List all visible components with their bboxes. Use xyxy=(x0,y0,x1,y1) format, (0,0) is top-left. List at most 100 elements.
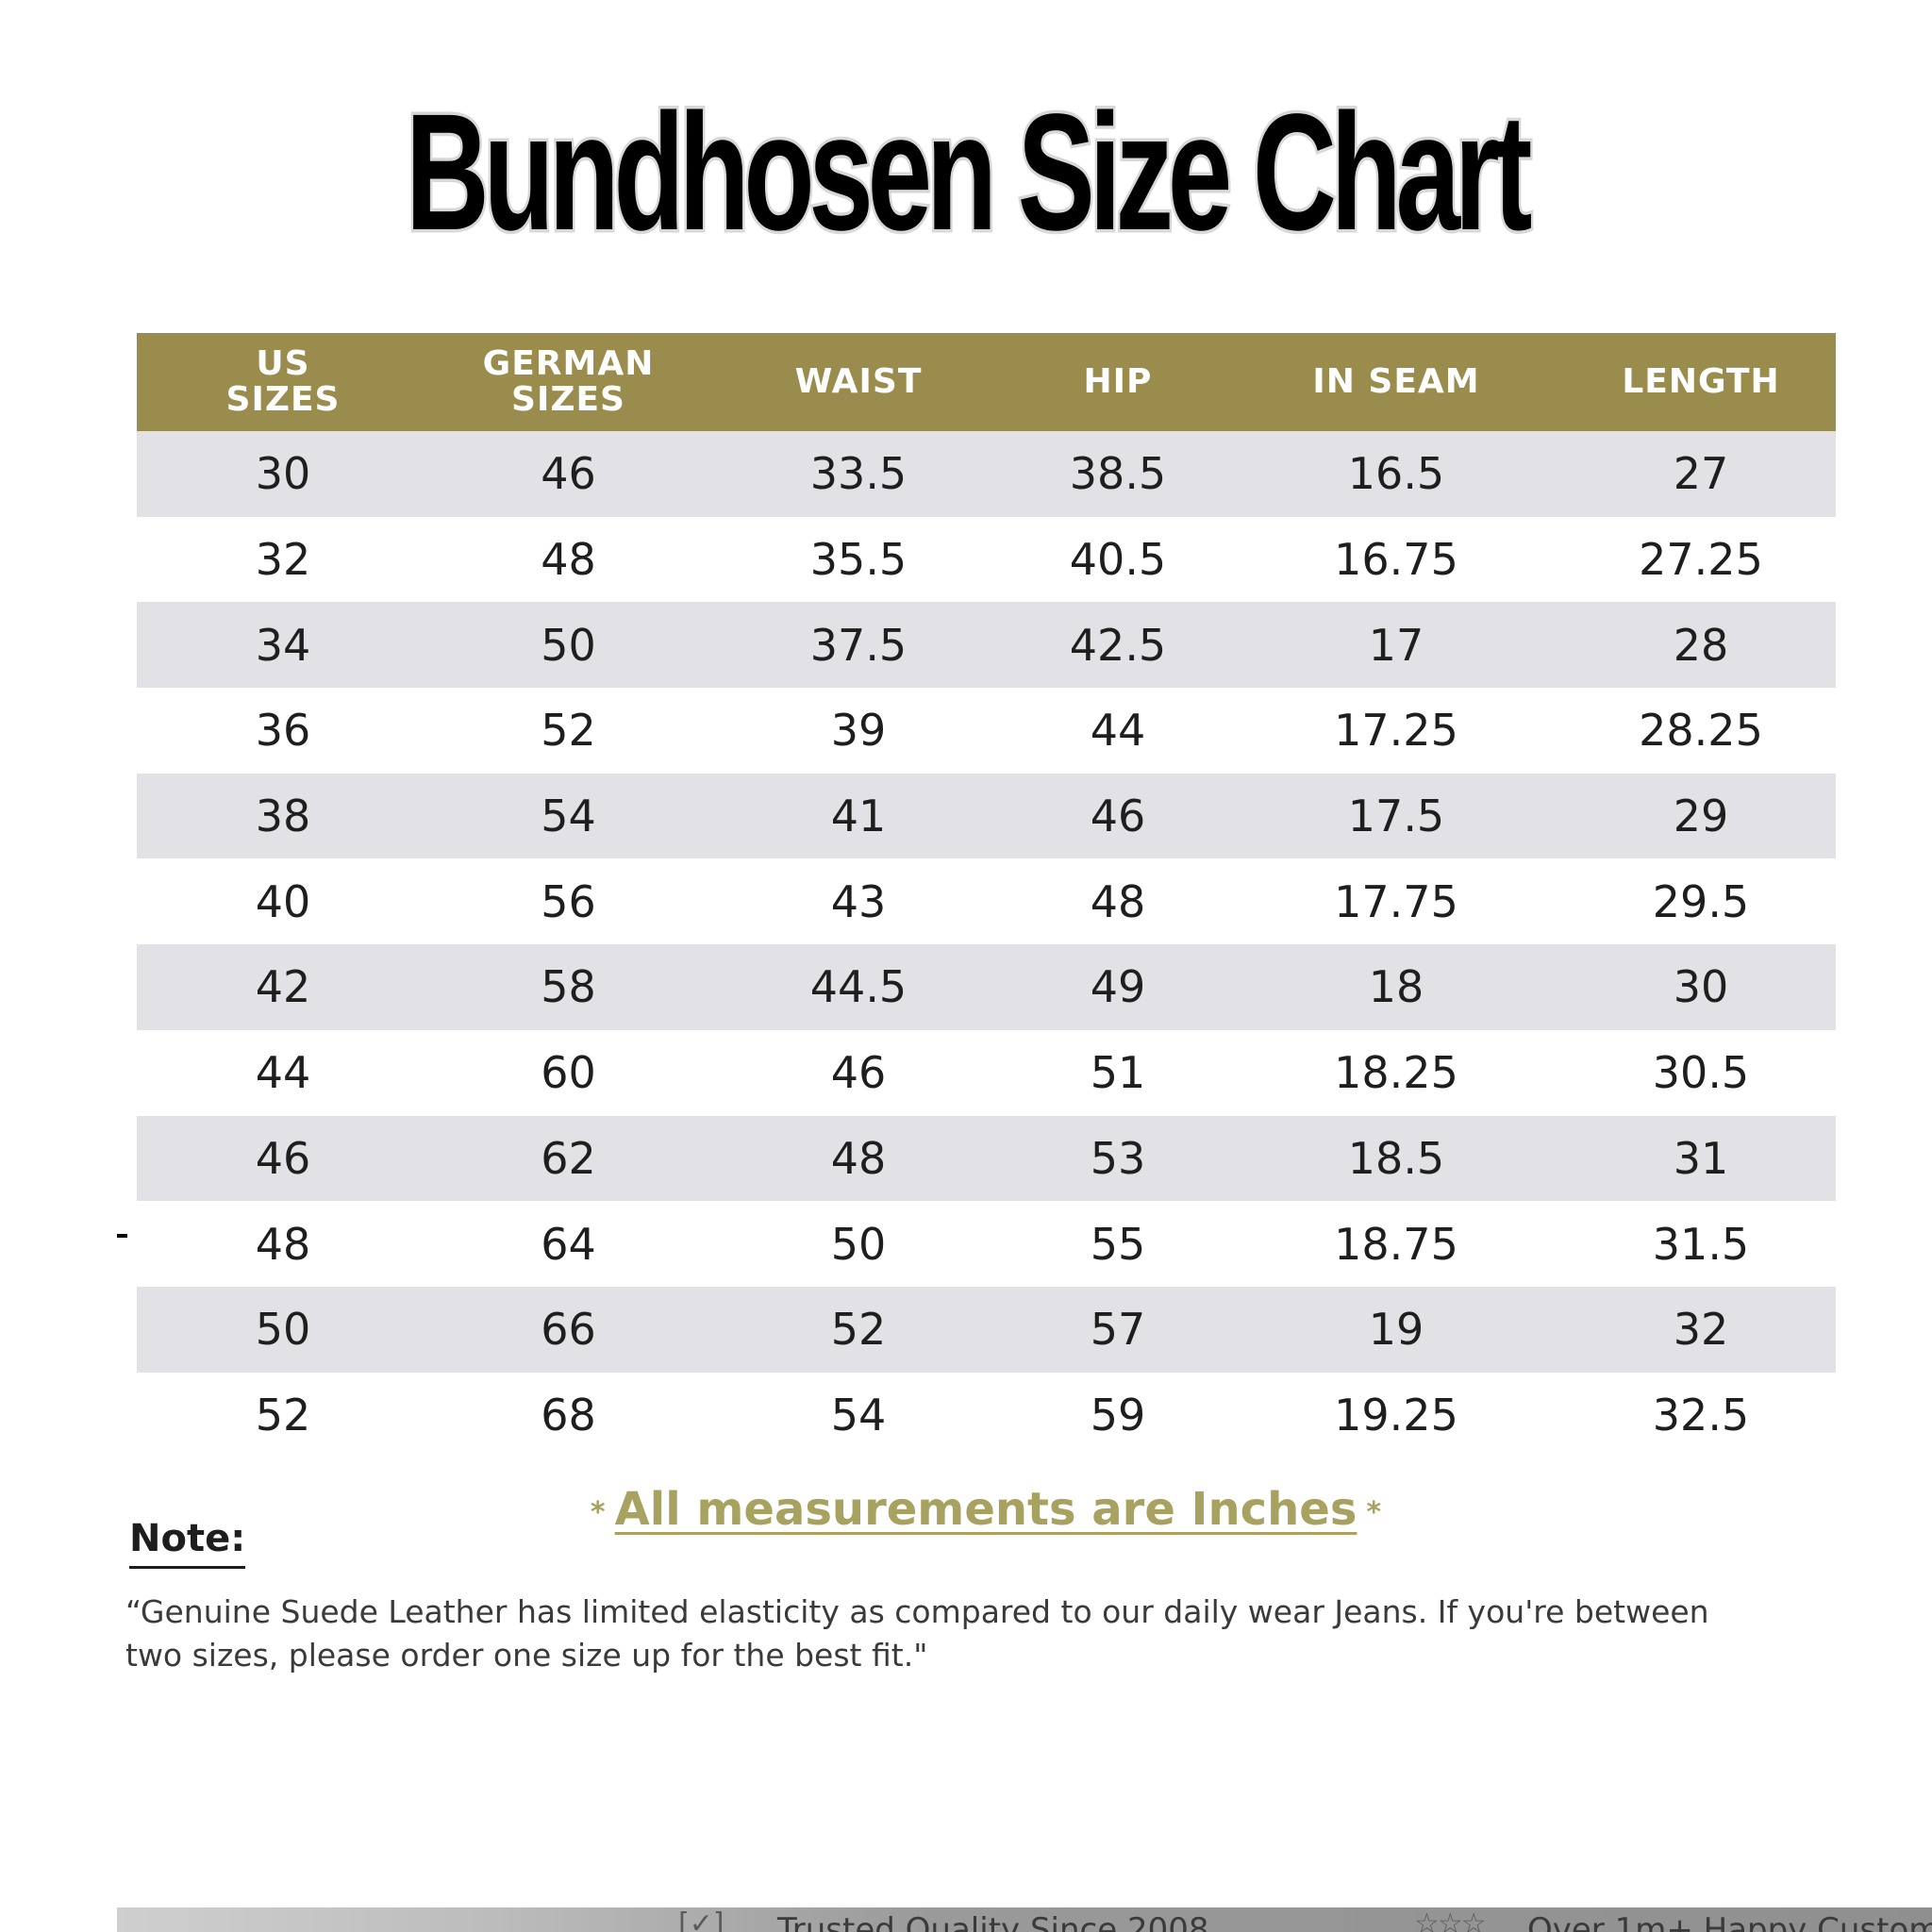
cell-hip: 38.5 xyxy=(1069,448,1167,500)
table-header-row: US SIZES GERMAN SIZES WAIST HIP IN SEAM … xyxy=(137,333,1836,431)
cell-us-size: 42 xyxy=(255,961,311,1013)
cell-us-size: 30 xyxy=(255,448,311,500)
cell-hip: 57 xyxy=(1090,1304,1146,1356)
cell-length: 29 xyxy=(1673,791,1729,842)
cell-hip: 46 xyxy=(1090,791,1146,842)
table-row: 30 46 33.5 38.5 16.5 27 xyxy=(137,431,1836,517)
cell-german-size: 64 xyxy=(541,1218,596,1270)
cell-in-seam: 19.25 xyxy=(1334,1389,1458,1441)
cell-in-seam: 18 xyxy=(1368,961,1424,1013)
cell-in-seam: 18.25 xyxy=(1334,1047,1458,1099)
cell-us-size: 32 xyxy=(255,534,311,586)
cell-length: 31.5 xyxy=(1652,1218,1750,1270)
header-waist: WAIST xyxy=(794,362,923,401)
cell-german-size: 58 xyxy=(541,961,596,1013)
cell-length: 27 xyxy=(1673,448,1729,500)
cell-in-seam: 18.5 xyxy=(1347,1132,1445,1184)
table-row: 36 52 39 44 17.25 28.25 xyxy=(137,688,1836,774)
cell-waist: 50 xyxy=(830,1218,887,1270)
table-row: 32 48 35.5 40.5 16.75 27.25 xyxy=(137,516,1836,603)
measurement-note: * All measurements are Inches * xyxy=(0,1483,1932,1536)
footer-trusted-text: Trusted Quality Since 2008 xyxy=(777,1911,1209,1932)
cell-in-seam: 17.25 xyxy=(1334,705,1458,757)
cell-in-seam: 16.75 xyxy=(1334,534,1458,586)
cell-waist: 41 xyxy=(830,791,887,842)
cell-hip: 40.5 xyxy=(1069,534,1167,586)
cell-waist: 33.5 xyxy=(809,448,908,500)
cell-length: 32 xyxy=(1673,1304,1729,1356)
cell-german-size: 52 xyxy=(541,705,596,757)
stars-icon: ☆☆☆ xyxy=(1414,1907,1487,1932)
cell-in-seam: 17.5 xyxy=(1347,791,1445,842)
star-icon: * xyxy=(590,1495,606,1529)
cell-length: 32.5 xyxy=(1652,1389,1750,1441)
cell-us-size: 50 xyxy=(255,1304,311,1356)
header-german-sizes: GERMAN SIZES xyxy=(482,344,655,419)
cell-in-seam: 17 xyxy=(1368,619,1424,671)
note-text: “Genuine Suede Leather has limited elast… xyxy=(125,1593,1709,1674)
cell-german-size: 54 xyxy=(541,791,596,842)
table-row: 46 62 48 53 18.5 31 xyxy=(137,1115,1836,1202)
star-icon: * xyxy=(1366,1495,1382,1529)
table-row: 50 66 52 57 19 32 xyxy=(137,1286,1836,1373)
cell-length: 30.5 xyxy=(1652,1047,1750,1099)
cell-hip: 59 xyxy=(1090,1389,1146,1441)
table-row: 40 56 43 48 17.75 29.5 xyxy=(137,858,1836,945)
cell-waist: 52 xyxy=(830,1304,887,1356)
cell-waist: 37.5 xyxy=(809,619,908,671)
cell-waist: 44.5 xyxy=(809,961,908,1013)
check-icon: [✓] xyxy=(678,1907,724,1932)
cell-german-size: 62 xyxy=(541,1132,596,1184)
cell-in-seam: 19 xyxy=(1368,1304,1424,1356)
table-row: 44 60 46 51 18.25 30.5 xyxy=(137,1029,1836,1116)
footer-customers-text: Over 1m+ Happy Customers xyxy=(1527,1911,1932,1932)
size-table: US SIZES GERMAN SIZES WAIST HIP IN SEAM … xyxy=(137,333,1836,1458)
table-row: 48 64 50 55 18.75 31.5 xyxy=(137,1201,1836,1287)
table-row: 38 54 41 46 17.5 29 xyxy=(137,773,1836,859)
footer-strip: [✓] Trusted Quality Since 2008 ☆☆☆ Over … xyxy=(117,1907,1932,1932)
cell-german-size: 68 xyxy=(541,1389,596,1441)
cell-waist: 46 xyxy=(830,1047,887,1099)
page-title: Bundhosen Size Chart xyxy=(403,80,1534,265)
table-body: 30 46 33.5 38.5 16.5 27 32 48 35.5 40.5 16.75 27.25… xyxy=(137,431,1836,1458)
table-row: 34 50 37.5 42.5 17 28 xyxy=(137,602,1836,689)
cell-hip: 42.5 xyxy=(1069,619,1167,671)
cell-us-size: 48 xyxy=(255,1218,311,1270)
header-hip: HIP xyxy=(1083,362,1153,401)
cell-length: 29.5 xyxy=(1652,875,1750,927)
cell-waist: 39 xyxy=(830,705,887,757)
cell-german-size: 66 xyxy=(541,1304,596,1356)
cell-waist: 54 xyxy=(830,1389,887,1441)
cell-us-size: 44 xyxy=(255,1047,311,1099)
cell-length: 30 xyxy=(1673,961,1729,1013)
cell-waist: 48 xyxy=(830,1132,887,1184)
cell-hip: 48 xyxy=(1090,875,1146,927)
cell-in-seam: 18.75 xyxy=(1334,1218,1458,1270)
cell-waist: 35.5 xyxy=(809,534,908,586)
cell-german-size: 56 xyxy=(541,875,596,927)
cell-length: 31 xyxy=(1673,1132,1729,1184)
cell-german-size: 46 xyxy=(541,448,596,500)
cell-us-size: 36 xyxy=(255,705,311,757)
cell-hip: 49 xyxy=(1090,961,1146,1013)
cell-hip: 55 xyxy=(1090,1218,1146,1270)
header-length: LENGTH xyxy=(1622,362,1780,401)
cell-us-size: 46 xyxy=(255,1132,311,1184)
cell-german-size: 60 xyxy=(541,1047,596,1099)
cell-german-size: 50 xyxy=(541,619,596,671)
cell-length: 28 xyxy=(1673,619,1729,671)
cell-german-size: 48 xyxy=(541,534,596,586)
cell-waist: 43 xyxy=(830,875,887,927)
table-row: 52 68 54 59 19.25 32.5 xyxy=(137,1372,1836,1458)
cell-hip: 53 xyxy=(1090,1132,1146,1184)
cell-us-size: 34 xyxy=(255,619,311,671)
cell-us-size: 52 xyxy=(255,1389,311,1441)
cell-us-size: 38 xyxy=(255,791,311,842)
stray-mark xyxy=(117,1234,127,1238)
cell-hip: 51 xyxy=(1090,1047,1146,1099)
header-in-seam: IN SEAM xyxy=(1312,362,1480,401)
cell-in-seam: 17.75 xyxy=(1334,875,1458,927)
cell-in-seam: 16.5 xyxy=(1347,448,1445,500)
measurement-note-text: All measurements are Inches xyxy=(614,1483,1357,1536)
